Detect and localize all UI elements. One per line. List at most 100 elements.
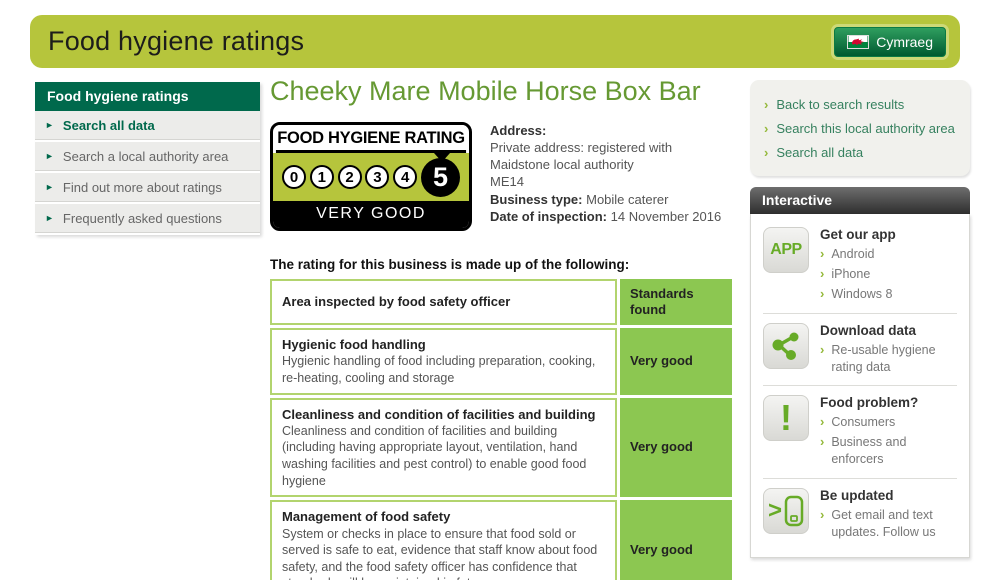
chevron-right-icon: › <box>820 341 825 357</box>
cymraeg-label: Cymraeg <box>876 33 933 50</box>
sidebar-item-search-local-authority[interactable]: ► Search a local authority area <box>35 142 260 173</box>
section-food-problem: ! Food problem? › Consumers › Business a… <box>763 386 957 479</box>
link-windows8[interactable]: › Windows 8 <box>820 284 896 304</box>
table-cell-desc: Hygienic handling of food including prep… <box>282 354 596 385</box>
page-header: Food hygiene ratings Cymraeg <box>30 15 960 68</box>
sidebar-item-label: Frequently asked questions <box>62 211 222 226</box>
inspection-date-label: Date of inspection: <box>490 208 608 224</box>
link-android[interactable]: › Android <box>820 244 896 264</box>
selected-score-pointer-icon <box>434 153 450 162</box>
section-content: Food problem? › Consumers › Business and… <box>820 395 957 469</box>
business-type-value: Mobile caterer <box>586 191 669 207</box>
link-search-this-local-authority[interactable]: › Search this local authority area <box>764 117 956 141</box>
business-type-label: Business type: <box>490 191 583 207</box>
address-line2: ME14 <box>490 174 524 190</box>
sidebar-item-label: Search all data <box>62 118 155 133</box>
section-link-label: Android <box>831 247 875 261</box>
section-get-our-app: APP Get our app › Android › iPhone › Win… <box>763 218 957 314</box>
sidebar-item-faq[interactable]: ► Frequently asked questions <box>35 204 260 235</box>
link-get-email-text-updates[interactable]: › Get email and text updates. Follow us <box>820 505 957 542</box>
table-row-hygienic-handling: Hygienic food handling Hygienic handling… <box>270 328 732 395</box>
sidebar-item-search-all-data[interactable]: ► Search all data <box>35 111 260 142</box>
arrow-right-icon: ► <box>45 182 54 192</box>
link-iphone[interactable]: › iPhone <box>820 264 896 284</box>
sidebar-title: Food hygiene ratings <box>35 82 260 111</box>
hygiene-rating-badge: FOOD HYGIENE RATING 0 1 2 3 4 5 VERY GOO… <box>270 122 472 231</box>
ratings-table-heading: The rating for this business is made up … <box>270 257 630 272</box>
chevron-right-icon: › <box>764 97 769 112</box>
table-cell-title: Hygienic food handling <box>282 337 426 352</box>
table-cell-title: Area inspected by food safety officer <box>282 294 511 310</box>
app-icon-text: APP <box>770 241 802 258</box>
link-consumers[interactable]: › Consumers <box>820 412 957 432</box>
score-1: 1 <box>309 165 334 189</box>
exclamation-icon-text: ! <box>780 397 792 439</box>
link-reusable-hygiene-rating-data[interactable]: › Re-usable hygiene rating data <box>820 340 957 377</box>
quick-links-panel: › Back to search results › Search this l… <box>750 80 970 176</box>
table-cell-title: Management of food safety <box>282 509 451 525</box>
sidebar-nav: Food hygiene ratings ► Search all data ►… <box>35 82 260 235</box>
main-content: Cheeky Mare Mobile Horse Box Bar FOOD HY… <box>270 76 732 580</box>
chevron-right-icon: › <box>820 265 825 281</box>
chevron-right-icon: › <box>820 246 825 261</box>
chevron-right-icon: › <box>820 434 825 450</box>
table-cell-title: Cleanliness and condition of facilities … <box>282 406 596 422</box>
business-name-heading: Cheeky Mare Mobile Horse Box Bar <box>270 76 701 106</box>
business-info-row: FOOD HYGIENE RATING 0 1 2 3 4 5 VERY GOO… <box>270 122 732 231</box>
chevron-right-icon: › <box>764 121 769 136</box>
section-link-label: Windows 8 <box>831 286 893 301</box>
chevron-right-icon: › <box>820 414 825 430</box>
section-title: Download data <box>820 322 917 338</box>
table-cell-area: Management of food safety System or chec… <box>270 500 617 580</box>
table-cell-area: Hygienic food handling Hygienic handling… <box>270 328 617 395</box>
app-icon[interactable]: APP <box>763 227 809 273</box>
section-content: Be updated › Get email and text updates.… <box>820 488 957 542</box>
section-download-data: Download data › Re-usable hygiene rating… <box>763 314 957 387</box>
table-row-cleanliness: Cleanliness and condition of facilities … <box>270 397 732 498</box>
badge-score-band: 0 1 2 3 4 5 <box>273 153 469 201</box>
exclamation-icon[interactable]: ! <box>763 395 809 442</box>
table-cell-area: Cleanliness and condition of facilities … <box>270 397 617 498</box>
score-4: 4 <box>393 165 418 189</box>
score-0: 0 <box>282 165 306 189</box>
cymraeg-language-button[interactable]: Cymraeg <box>834 26 946 57</box>
score-3: 3 <box>365 165 390 189</box>
sidebar-item-find-out-more[interactable]: ► Find out more about ratings <box>35 173 260 204</box>
arrow-right-icon: ► <box>45 120 54 130</box>
interactive-panel-title: Interactive <box>750 187 970 214</box>
inspection-date-row: Date of inspection: 14 November 2016 <box>490 208 732 225</box>
table-cell-area: Area inspected by food safety officer <box>270 279 617 325</box>
table-cell-rating: Standards found <box>620 279 732 325</box>
page-title: Food hygiene ratings <box>48 26 305 56</box>
interactive-panel-body: APP Get our app › Android › iPhone › Win… <box>750 214 970 558</box>
link-search-all-data[interactable]: › Search all data <box>764 141 956 165</box>
section-title: Be updated <box>820 488 894 503</box>
table-row-management: Management of food safety System or chec… <box>270 500 732 580</box>
gt-icon-text: > <box>767 497 782 524</box>
table-cell-desc: Cleanliness and condition of facilities … <box>282 423 587 488</box>
link-business-and-enforcers[interactable]: › Business and enforcers <box>820 432 957 469</box>
share-icon <box>772 332 799 360</box>
phone-icon <box>784 495 804 527</box>
section-be-updated: > Be updated › Get email and text update… <box>763 479 957 551</box>
section-link-label: Consumers <box>831 415 896 430</box>
section-title: Food problem? <box>820 395 919 411</box>
arrow-right-icon: ► <box>45 213 54 223</box>
link-back-to-search-results[interactable]: › Back to search results <box>764 93 956 117</box>
sidebar-item-label: Find out more about ratings <box>62 180 222 195</box>
score-5-selected: 5 <box>420 157 460 197</box>
inspection-date-value: 14 November 2016 <box>610 208 722 224</box>
address-label: Address: <box>490 123 547 138</box>
business-type-row: Business type: Mobile caterer <box>490 191 732 208</box>
chevron-right-icon: › <box>764 145 769 160</box>
section-title: Get our app <box>820 227 896 242</box>
arrow-right-icon: ► <box>45 151 54 161</box>
business-details: Address: Private address: registered wit… <box>490 122 732 231</box>
table-row-header: Area inspected by food safety officer St… <box>270 279 732 325</box>
quick-link-label: Back to search results <box>776 97 905 112</box>
score-2: 2 <box>337 165 362 189</box>
section-link-label: Get email and text updates. Follow us <box>831 508 936 539</box>
share-data-icon[interactable] <box>763 322 809 369</box>
phone-updates-icon[interactable]: > <box>763 488 809 534</box>
